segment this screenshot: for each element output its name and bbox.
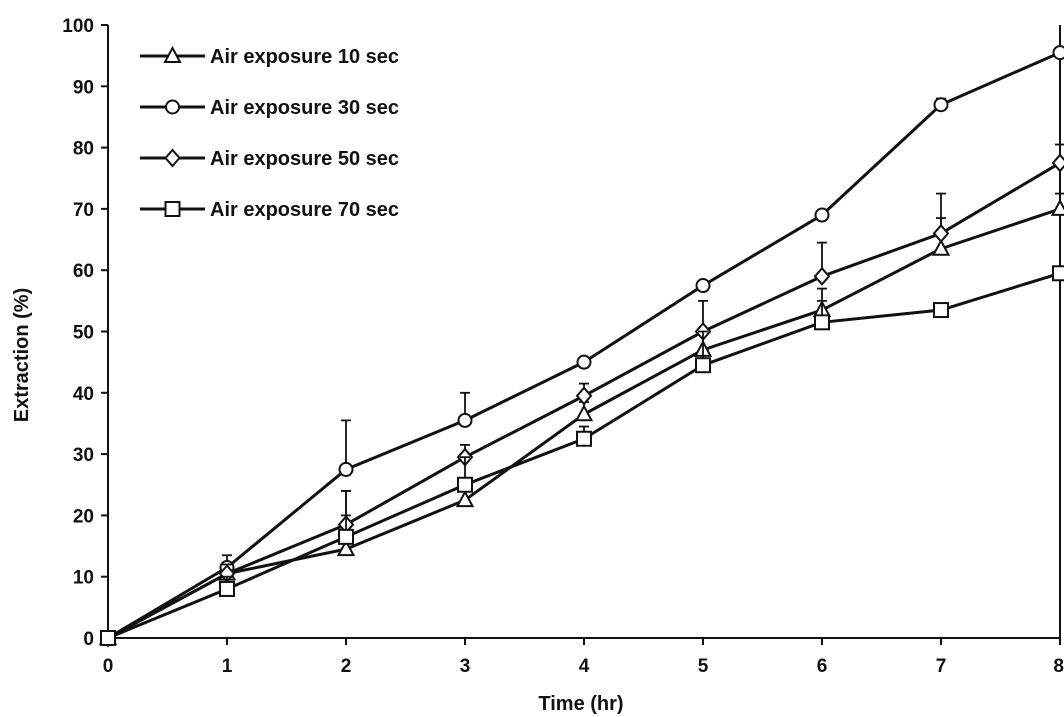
diamond-marker [1051,153,1064,173]
triangle-marker [931,238,951,256]
series-layer [98,45,1064,648]
legend-label: Air exposure 70 sec [210,199,399,221]
square-marker [338,528,354,545]
series-line [107,271,1061,640]
y-tick-label: 60 [73,261,94,282]
x-tick-label: 3 [460,656,471,677]
series-triangle [98,192,1064,645]
circle-marker [576,354,592,370]
diamond-marker [932,223,950,243]
y-tick-label: 0 [83,629,94,650]
square-marker [576,430,592,447]
y-tick-label: 90 [73,77,94,98]
x-tick-label: 4 [579,656,590,677]
circle-marker [457,412,473,428]
legend-entry: Air exposure 10 sec [140,45,399,68]
legend-label: Air exposure 30 sec [210,97,399,119]
legend-diamond-marker [164,148,181,168]
legend-square-marker [164,201,181,217]
triangle-marker [574,404,594,422]
series-line [107,51,1061,640]
x-tick-label: 6 [817,656,828,677]
series-circle [100,45,1064,646]
square-marker [814,314,830,331]
y-tick-label: 30 [73,445,94,466]
y-tick-label: 100 [62,16,94,37]
y-axis-title: Extraction (%) [11,288,33,422]
y-tick-label: 10 [73,568,94,589]
y-tick-label: 20 [73,506,94,527]
x-tick-label: 8 [1053,656,1064,677]
y-tick-label: 70 [73,200,94,221]
square-marker [219,580,235,597]
triangle-marker [455,489,475,508]
circle-marker [814,207,830,223]
legend-entry: Air exposure 50 sec [140,148,399,170]
circle-marker [338,461,354,477]
x-tick-label: 0 [103,656,114,677]
y-tick-label: 50 [73,323,94,344]
square-marker [457,476,473,493]
y-axis: 0 10 20 30 40 50 60 70 80 90 100 [62,16,108,650]
legend-label: Air exposure 10 sec [210,46,399,68]
square-marker [100,630,116,646]
diamond-marker [575,386,593,406]
triangle-marker [1050,198,1064,216]
circle-marker [1052,45,1064,61]
x-tick-label: 5 [698,656,709,677]
triangle-marker [336,538,356,557]
series-line [107,207,1061,640]
circle-marker [695,278,711,294]
legend-entry: Air exposure 70 sec [140,199,399,221]
legend-triangle-marker [163,45,182,63]
y-tick-label: 80 [73,139,94,160]
legend: Air exposure 10 sec Air exposure 30 sec Ai… [140,45,399,221]
y-tick-label: 40 [73,384,94,405]
x-axis-title: Time (hr) [538,693,623,715]
x-axis: 0 1 2 3 4 5 6 7 8 [103,638,1064,677]
legend-circle-marker [165,99,180,115]
square-marker [1052,265,1064,282]
series-square [100,265,1064,646]
x-tick-label: 7 [936,656,947,677]
x-tick-label: 2 [341,656,352,677]
square-marker [933,302,949,319]
legend-label: Air exposure 50 sec [210,148,399,170]
diamond-marker [813,266,831,286]
square-marker [695,357,711,374]
x-tick-label: 1 [222,656,233,677]
legend-entry: Air exposure 30 sec [140,97,399,119]
circle-marker [933,97,949,113]
